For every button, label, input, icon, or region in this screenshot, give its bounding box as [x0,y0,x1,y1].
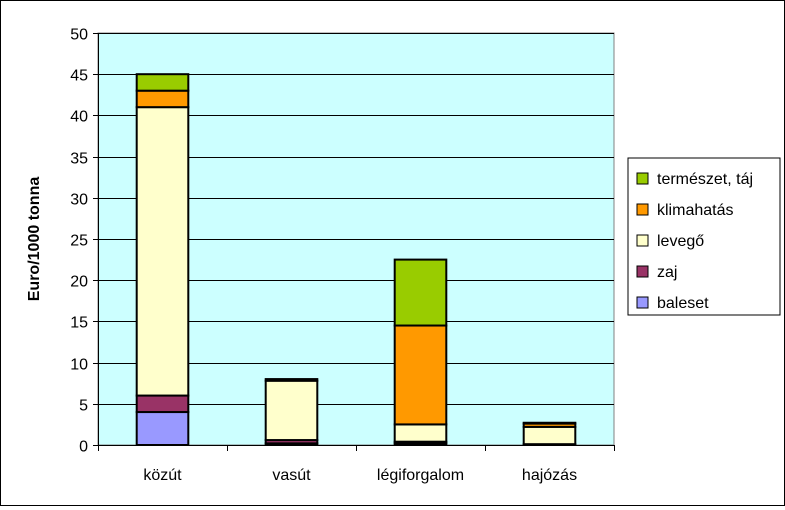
bar-segment [264,379,319,442]
y-tick-label: 5 [79,398,88,415]
legend-box [627,157,781,316]
legend: természet, táj klimahatás levegő zaj baleset [627,157,781,316]
bar-segment [135,106,190,397]
legend-label: klimahatás [657,202,733,219]
bar-segment [393,324,448,426]
x-tick-label: vasút [272,467,311,484]
bar-segment [135,411,190,447]
y-tick-label: 25 [70,233,88,250]
legend-label: zaj [657,264,677,281]
bars [135,73,577,447]
legend-label: baleset [657,295,709,312]
bar-segment [135,89,190,109]
x-tick-label: hajózás [522,467,577,484]
y-tick-label: 45 [70,68,88,85]
legend-swatch [636,234,649,247]
y-axis: 0 5 10 15 20 25 30 35 40 45 50 [70,27,99,456]
x-tick-label: közút [143,467,182,484]
bar-segment [522,421,577,425]
legend-swatch [636,172,649,185]
y-tick-label: 20 [70,274,88,291]
legend-swatch [636,265,649,278]
y-tick-label: 0 [79,439,88,456]
legend-label: természet, táj [657,171,753,188]
bar-segment [135,73,190,92]
bar-segment [522,425,577,446]
x-tick-label: légiforgalom [377,467,464,484]
y-tick-label: 40 [70,109,88,126]
y-tick-label: 15 [70,315,88,332]
y-tick-label: 35 [70,151,88,168]
y-tick-label: 10 [70,357,88,374]
bar-segment [393,258,448,327]
x-axis: közút vasút légiforgalom hajózás [98,445,615,484]
legend-swatch [636,203,649,216]
y-tick-label: 50 [70,27,88,44]
legend-label: levegő [657,233,704,250]
y-tick-label: 30 [70,192,88,209]
bar-segment [135,394,190,414]
bar-segment [393,423,448,443]
legend-swatch [636,296,649,309]
y-axis-label: Euro/1000 tonna [26,177,43,302]
bar-segment [264,378,319,382]
